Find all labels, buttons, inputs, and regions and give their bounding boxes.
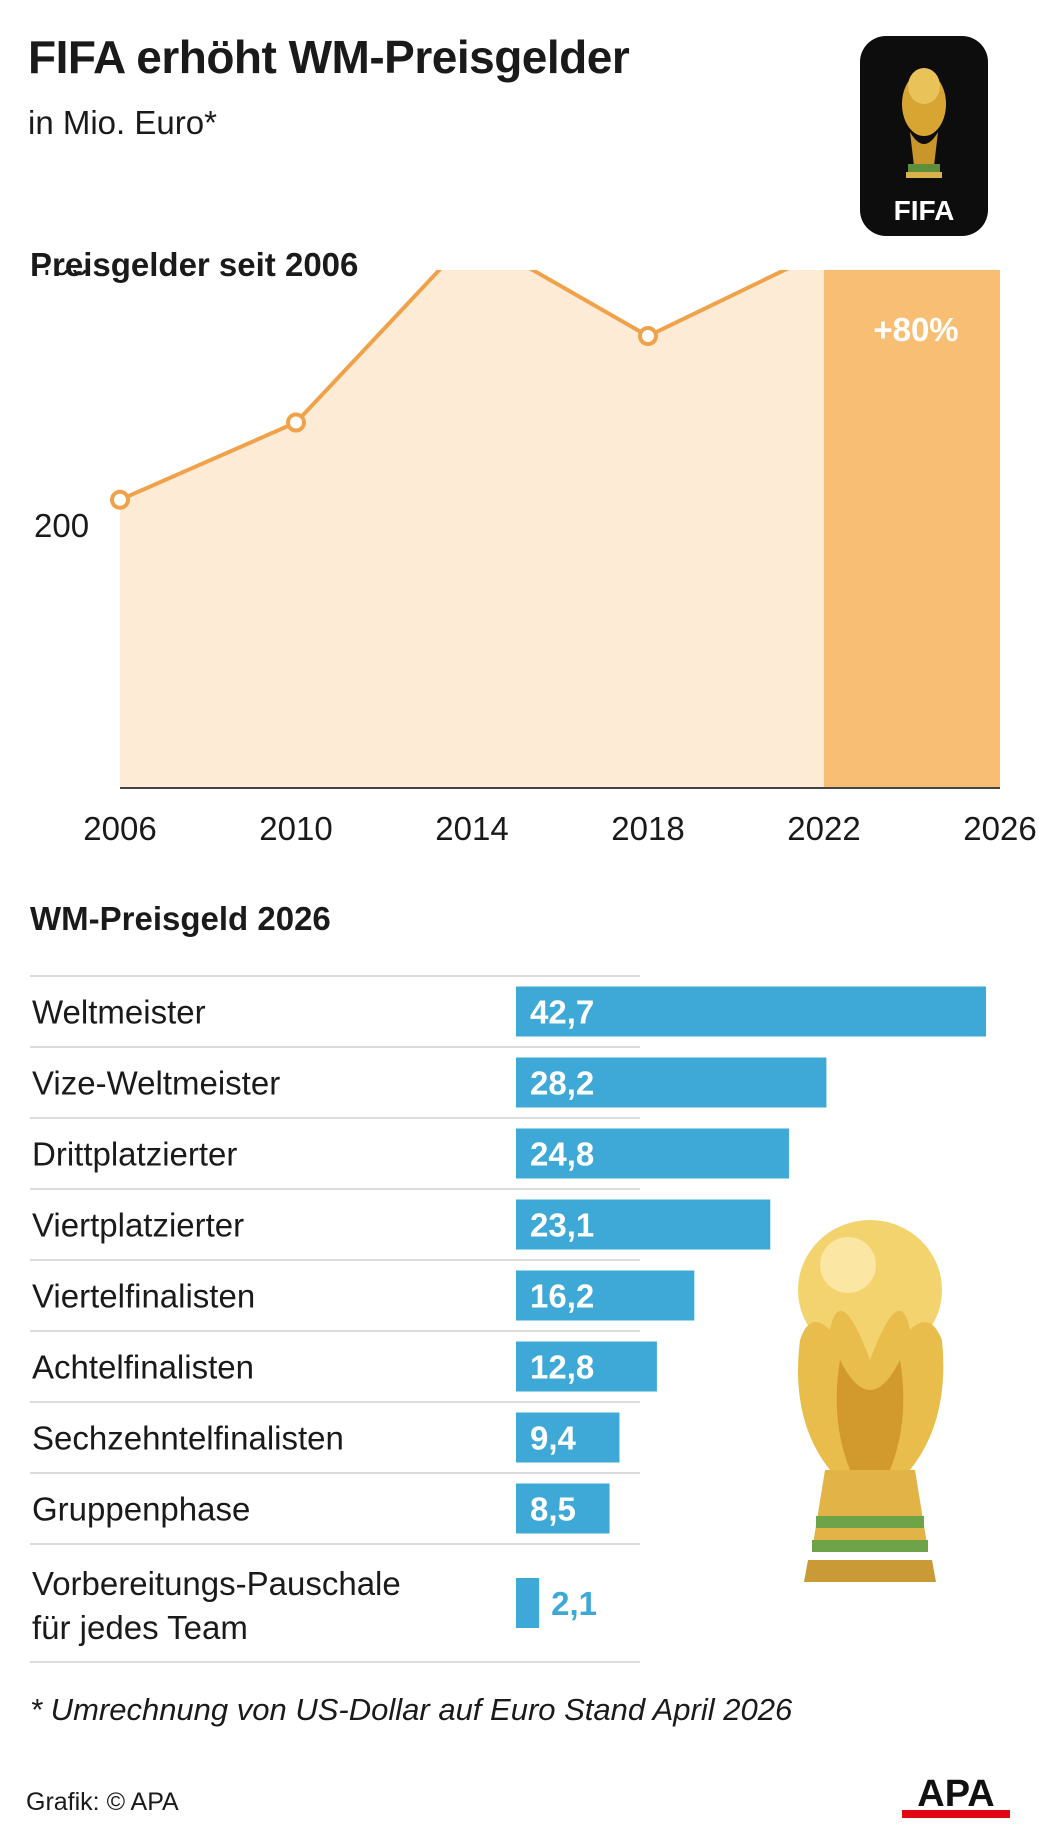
category-label: Vize-Weltmeister xyxy=(32,1065,280,1102)
page-title: FIFA erhöht WM-Preisgelder xyxy=(28,31,630,83)
value-label: 24,8 xyxy=(530,1136,594,1173)
value-label: 28,2 xyxy=(530,1065,594,1102)
category-label: für jedes Team xyxy=(32,1609,248,1646)
value-label: 2,1 xyxy=(551,1585,597,1622)
credit: Grafik: © APA xyxy=(26,1788,179,1816)
bar-row: Drittplatzierter 24,8 xyxy=(32,1128,789,1179)
value-label: 12,8 xyxy=(530,1349,594,1386)
bar xyxy=(516,1057,827,1108)
bar xyxy=(516,1412,620,1463)
bar xyxy=(516,1483,610,1534)
category-label: Drittplatzierter xyxy=(32,1136,237,1173)
value-label: 8,5 xyxy=(530,1491,576,1528)
bar-chart-title: WM-Preisgeld 2026 xyxy=(30,900,331,937)
y-tick-label: 400 xyxy=(34,270,89,282)
bar xyxy=(516,1578,540,1628)
bar xyxy=(516,986,986,1037)
bar xyxy=(516,1341,657,1392)
category-label: Sechzehntelfinalisten xyxy=(32,1420,344,1457)
apa-logo-icon: APA xyxy=(902,1773,1010,1818)
area-increase xyxy=(824,270,1000,788)
bar xyxy=(516,1128,789,1179)
bar-row: Viertelfinalisten 16,2 xyxy=(32,1270,695,1321)
bar-row: Sechzehntelfinalisten 9,4 xyxy=(32,1412,620,1463)
data-point xyxy=(110,489,130,510)
world-cup-trophy-icon xyxy=(798,1220,944,1582)
area-historic xyxy=(120,270,824,788)
category-label: Weltmeister xyxy=(32,994,206,1031)
bar-chart: Weltmeister 42,7 Vize-Weltmeister 28,2 Dritt… xyxy=(30,975,986,1663)
x-tick-label: 2026 xyxy=(963,810,1036,847)
value-label: 16,2 xyxy=(530,1278,594,1315)
bar-row: Achtelfinalisten 12,8 xyxy=(32,1341,657,1392)
line-chart: 200400600200620102014201820222026410744+… xyxy=(34,270,1037,847)
page-subtitle: in Mio. Euro* xyxy=(28,104,217,141)
footnote: * Umrechnung von US-Dollar auf Euro Stan… xyxy=(30,1692,793,1727)
x-tick-label: 2006 xyxy=(83,810,156,847)
bar-row: Weltmeister 42,7 xyxy=(32,986,986,1037)
data-point xyxy=(286,412,306,433)
value-label: 9,4 xyxy=(530,1420,577,1457)
value-label: 23,1 xyxy=(530,1207,594,1244)
bar-row: Vize-Weltmeister 28,2 xyxy=(32,1057,827,1108)
bar-row: Viertplatzierter 23,1 xyxy=(32,1199,771,1250)
y-tick-label: 200 xyxy=(34,507,89,544)
fifa-logo-text: FIFA xyxy=(894,195,955,226)
bar-row: Vorbereitungs-Pauschale für jedes Team 2,1 xyxy=(32,1565,597,1646)
value-label: 42,7 xyxy=(530,994,594,1031)
category-label: Vorbereitungs-Pauschale xyxy=(32,1565,401,1602)
apa-logo-text: APA xyxy=(917,1773,994,1815)
fifa-2026-logo-icon: FIFA xyxy=(860,36,988,236)
increase-annotation: +80% xyxy=(873,311,958,348)
category-label: Achtelfinalisten xyxy=(32,1349,254,1386)
x-tick-label: 2014 xyxy=(435,810,508,847)
data-point xyxy=(638,326,658,347)
x-tick-label: 2010 xyxy=(259,810,332,847)
x-tick-label: 2022 xyxy=(787,810,860,847)
x-tick-label: 2018 xyxy=(611,810,684,847)
line-chart-title: Preisgelder seit 2006 xyxy=(30,246,359,283)
category-label: Viertelfinalisten xyxy=(32,1278,255,1315)
bar xyxy=(516,1270,695,1321)
bar xyxy=(516,1199,771,1250)
category-label: Gruppenphase xyxy=(32,1491,250,1528)
category-label: Viertplatzierter xyxy=(32,1207,244,1244)
series-line xyxy=(119,270,790,502)
bar-row: Gruppenphase 8,5 xyxy=(32,1483,610,1534)
